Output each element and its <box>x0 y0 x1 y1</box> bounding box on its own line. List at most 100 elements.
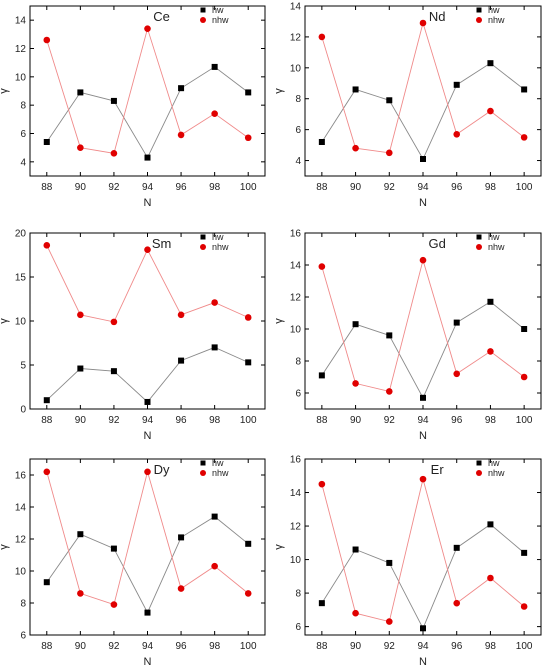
data-point-nhw <box>487 348 494 355</box>
data-point-hw <box>110 368 117 375</box>
x-tick-label: 88 <box>316 415 328 426</box>
data-point-nhw <box>110 601 118 608</box>
data-point-nhw <box>144 468 151 476</box>
data-point-hw <box>245 359 252 366</box>
data-point-hw <box>245 540 252 547</box>
x-tick-label: 88 <box>316 641 328 652</box>
y-tick-label: 6 <box>295 125 301 136</box>
legend-label-hw: hw <box>212 458 224 468</box>
data-point-nhw <box>244 590 252 597</box>
y-tick-label: 16 <box>15 471 27 482</box>
legend-label-nhw: nhw <box>212 242 229 252</box>
data-point-hw <box>178 357 185 364</box>
x-tick-label: 88 <box>41 641 53 652</box>
data-point-hw <box>386 559 393 566</box>
series-line-hw <box>46 516 249 614</box>
x-axis-label: N <box>144 430 152 442</box>
y-tick-label: 6 <box>20 129 26 140</box>
data-point-hw <box>211 344 218 351</box>
x-tick-label: 94 <box>142 182 154 193</box>
x-axis-label: N <box>419 656 427 668</box>
x-axis-label: N <box>419 197 427 209</box>
legend-marker-hw <box>476 460 482 466</box>
data-point-hw <box>487 298 494 305</box>
x-tick-label: 96 <box>176 641 188 652</box>
series-line-nhw <box>321 258 525 392</box>
x-tick-label: 98 <box>209 415 221 426</box>
y-tick-label: 12 <box>15 535 27 546</box>
legend-label-hw: hw <box>488 5 500 15</box>
y-axis-label: γ <box>0 544 10 550</box>
y-tick-label: 10 <box>290 325 302 336</box>
legend-marker-nhw <box>476 17 482 23</box>
data-point-hw <box>144 154 151 161</box>
data-point-hw <box>521 549 528 556</box>
data-point-hw <box>144 609 151 616</box>
y-tick-label: 16 <box>290 455 302 466</box>
x-axis-label: N <box>144 197 152 209</box>
y-tick-label: 0 <box>20 405 26 416</box>
chart-title: Dy <box>154 462 170 477</box>
data-point-nhw <box>77 144 84 151</box>
x-tick-label: 98 <box>485 415 497 426</box>
x-tick-label: 94 <box>417 415 429 426</box>
y-tick-label: 10 <box>15 317 27 328</box>
data-point-hw <box>43 579 50 586</box>
y-tick-label: 10 <box>290 63 302 74</box>
y-tick-label: 15 <box>15 273 27 284</box>
data-point-nhw <box>520 134 528 141</box>
data-point-hw <box>420 394 426 401</box>
y-axis-label: γ <box>0 318 10 324</box>
data-point-nhw <box>419 19 427 27</box>
data-point-hw <box>77 365 84 372</box>
legend-label-nhw: nhw <box>488 242 505 252</box>
legend-marker-nhw <box>476 470 482 476</box>
legend-marker-nhw <box>200 17 206 23</box>
data-point-nhw <box>520 603 528 610</box>
legend-label-hw: hw <box>488 458 500 468</box>
x-tick-label: 92 <box>384 415 396 426</box>
data-point-hw <box>77 531 84 538</box>
legend-marker-hw <box>476 7 482 13</box>
data-point-nhw <box>244 134 252 142</box>
data-point-hw <box>453 319 460 326</box>
y-tick-label: 8 <box>295 357 301 368</box>
x-tick-label: 88 <box>41 182 53 193</box>
data-point-hw <box>245 89 252 96</box>
y-tick-label: 4 <box>20 157 26 168</box>
x-tick-label: 94 <box>417 182 429 193</box>
x-tick-label: 96 <box>176 182 188 193</box>
legend-label-nhw: nhw <box>212 15 229 25</box>
x-tick-label: 100 <box>240 641 257 652</box>
x-tick-label: 98 <box>485 641 497 652</box>
y-tick-label: 8 <box>20 101 26 112</box>
data-point-hw <box>521 86 528 93</box>
data-point-hw <box>110 545 117 552</box>
legend-marker-hw <box>476 234 482 240</box>
x-tick-label: 100 <box>516 415 533 426</box>
data-point-nhw <box>211 110 218 117</box>
data-point-nhw <box>318 33 326 41</box>
y-tick-label: 14 <box>290 488 302 499</box>
x-tick-label: 100 <box>516 182 533 193</box>
x-tick-label: 96 <box>451 641 463 652</box>
data-point-nhw <box>352 380 359 387</box>
x-axis-label: N <box>144 656 152 668</box>
data-point-nhw <box>244 314 252 321</box>
y-tick-label: 10 <box>15 567 27 578</box>
data-point-nhw <box>43 468 51 476</box>
y-axis-label: γ <box>0 88 10 94</box>
y-tick-label: 8 <box>295 589 301 600</box>
data-point-nhw <box>144 25 151 32</box>
x-tick-label: 94 <box>417 641 429 652</box>
y-tick-label: 20 <box>15 229 27 240</box>
x-tick-label: 100 <box>240 182 257 193</box>
y-tick-label: 12 <box>290 293 302 304</box>
data-point-hw <box>521 326 528 332</box>
data-point-hw <box>352 86 359 93</box>
y-tick-label: 14 <box>290 2 302 13</box>
